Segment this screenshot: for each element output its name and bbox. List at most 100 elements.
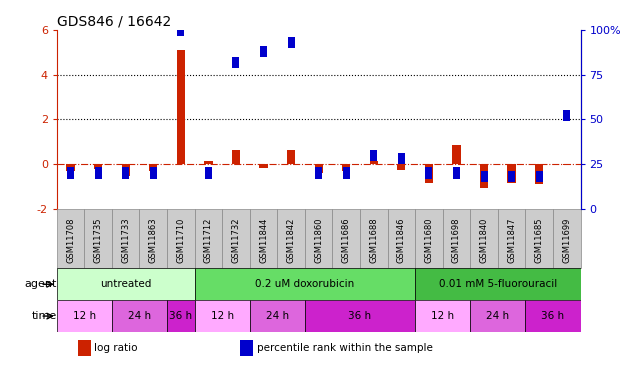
- Bar: [287, 150, 295, 164]
- Text: GSM11680: GSM11680: [425, 218, 433, 263]
- Bar: [453, 168, 460, 178]
- Text: 0.2 uM doxorubicin: 0.2 uM doxorubicin: [256, 279, 355, 289]
- Text: log ratio: log ratio: [95, 343, 138, 353]
- Bar: [333, 209, 360, 268]
- Bar: [194, 209, 222, 268]
- Bar: [67, 168, 74, 178]
- Text: GSM11842: GSM11842: [286, 218, 295, 263]
- Text: GSM11732: GSM11732: [232, 218, 240, 263]
- Bar: [360, 209, 387, 268]
- Bar: [194, 300, 250, 332]
- Text: GSM11847: GSM11847: [507, 218, 516, 263]
- Bar: [305, 209, 333, 268]
- Bar: [288, 37, 295, 48]
- Bar: [240, 340, 253, 356]
- Text: GSM11733: GSM11733: [121, 218, 130, 263]
- Bar: [387, 209, 415, 268]
- Text: percentile rank within the sample: percentile rank within the sample: [257, 343, 433, 353]
- Text: 36 h: 36 h: [541, 311, 565, 321]
- Text: 24 h: 24 h: [266, 311, 289, 321]
- Bar: [222, 209, 250, 268]
- Bar: [481, 171, 488, 182]
- Bar: [526, 209, 553, 268]
- Text: GSM11708: GSM11708: [66, 218, 75, 263]
- Bar: [314, 164, 323, 174]
- Text: 12 h: 12 h: [431, 311, 454, 321]
- Bar: [470, 209, 498, 268]
- Bar: [342, 164, 350, 171]
- Bar: [57, 209, 85, 268]
- Bar: [57, 268, 194, 300]
- Text: GSM11685: GSM11685: [534, 218, 544, 263]
- Text: 24 h: 24 h: [487, 311, 509, 321]
- Bar: [194, 268, 415, 300]
- Bar: [204, 161, 213, 164]
- Bar: [149, 164, 157, 171]
- Text: GSM11688: GSM11688: [369, 218, 378, 263]
- Bar: [398, 164, 406, 170]
- Text: GSM11698: GSM11698: [452, 218, 461, 263]
- Text: GSM11686: GSM11686: [342, 218, 351, 263]
- Text: 24 h: 24 h: [128, 311, 151, 321]
- Bar: [563, 110, 570, 122]
- Bar: [498, 209, 526, 268]
- Bar: [66, 164, 74, 171]
- Bar: [260, 46, 267, 57]
- Bar: [398, 153, 405, 164]
- Text: 36 h: 36 h: [348, 311, 372, 321]
- Text: GSM11840: GSM11840: [480, 218, 488, 263]
- Text: GSM11699: GSM11699: [562, 218, 571, 263]
- Bar: [112, 300, 167, 332]
- Bar: [122, 168, 129, 178]
- Text: 12 h: 12 h: [73, 311, 96, 321]
- Bar: [57, 300, 112, 332]
- Bar: [415, 300, 470, 332]
- Text: GSM11844: GSM11844: [259, 218, 268, 263]
- Bar: [232, 150, 240, 164]
- Text: GSM11863: GSM11863: [149, 218, 158, 263]
- Text: GSM11846: GSM11846: [397, 218, 406, 263]
- Text: GSM11860: GSM11860: [314, 218, 323, 263]
- Bar: [443, 209, 470, 268]
- Bar: [277, 209, 305, 268]
- Bar: [85, 209, 112, 268]
- Text: untreated: untreated: [100, 279, 151, 289]
- Bar: [250, 209, 277, 268]
- Bar: [232, 57, 240, 68]
- Bar: [167, 209, 194, 268]
- Bar: [553, 209, 581, 268]
- Bar: [425, 168, 432, 178]
- Bar: [536, 171, 543, 182]
- Bar: [177, 50, 185, 164]
- Text: agent: agent: [25, 279, 57, 289]
- Bar: [259, 164, 268, 168]
- Bar: [315, 168, 322, 178]
- Bar: [370, 161, 378, 164]
- Bar: [205, 168, 212, 178]
- Bar: [415, 209, 443, 268]
- Bar: [139, 209, 167, 268]
- Bar: [415, 268, 581, 300]
- Bar: [507, 164, 516, 183]
- Bar: [305, 300, 415, 332]
- Bar: [250, 300, 305, 332]
- Bar: [425, 164, 433, 183]
- Bar: [563, 164, 571, 165]
- Bar: [508, 171, 515, 182]
- Bar: [470, 300, 526, 332]
- Bar: [94, 164, 102, 169]
- Bar: [122, 164, 130, 176]
- Text: GSM11712: GSM11712: [204, 218, 213, 263]
- Text: 0.01 mM 5-fluorouracil: 0.01 mM 5-fluorouracil: [439, 279, 557, 289]
- Text: GSM11735: GSM11735: [93, 218, 103, 263]
- Bar: [343, 168, 350, 178]
- Bar: [535, 164, 543, 184]
- Bar: [167, 300, 194, 332]
- Text: 12 h: 12 h: [211, 311, 233, 321]
- Bar: [177, 24, 184, 36]
- Bar: [526, 300, 581, 332]
- Bar: [370, 150, 377, 161]
- Text: GSM11710: GSM11710: [176, 218, 186, 263]
- Bar: [150, 168, 156, 178]
- Text: time: time: [32, 311, 57, 321]
